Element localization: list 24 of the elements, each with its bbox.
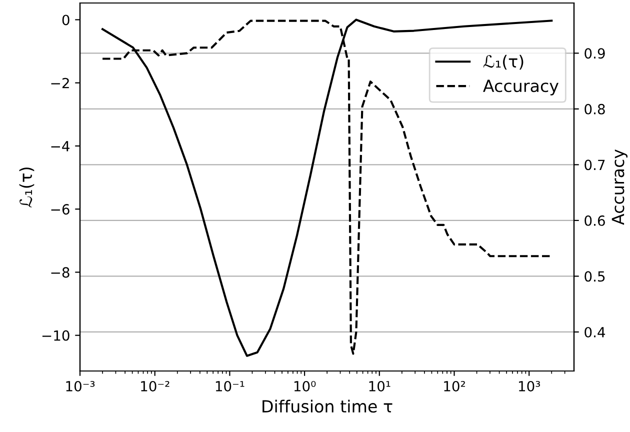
y2-tick-label: 0.9 bbox=[584, 48, 605, 59]
y2-tick-label: 0.8 bbox=[584, 104, 605, 114]
y-tick-label: −4 bbox=[51, 141, 70, 152]
x-tick-label: 10⁰ bbox=[294, 380, 316, 392]
y-tick-label: −2 bbox=[51, 78, 69, 88]
x-tick-label: 10⁻³ bbox=[66, 380, 95, 392]
x-axis-title: Diffusion time τ bbox=[262, 400, 392, 413]
x-tick-label: 10¹ bbox=[369, 380, 390, 392]
y-axis-title: ℒ₁(τ) bbox=[19, 168, 34, 208]
y-tick-label: −8 bbox=[51, 267, 70, 278]
y2-tick-label: 0.5 bbox=[584, 271, 605, 282]
x-tick-label: 10⁻¹ bbox=[216, 380, 244, 392]
y2-axis-title: Accuracy bbox=[612, 149, 628, 225]
y2-tick-label: 0.4 bbox=[584, 326, 606, 338]
x-tick-label: 10³ bbox=[518, 380, 540, 392]
legend-label: ℒ₁(τ) bbox=[483, 54, 524, 70]
x-tick-label: 10⁻² bbox=[141, 380, 170, 392]
legend-label: Accuracy bbox=[483, 80, 558, 96]
y-tick-label: −10 bbox=[42, 330, 70, 341]
y2-tick-label: 0.6 bbox=[584, 215, 605, 226]
y-tick-label: 0 bbox=[62, 14, 70, 26]
x-tick-label: 10² bbox=[444, 380, 465, 392]
y-tick-label: −6 bbox=[51, 204, 70, 215]
y2-tick-label: 0.7 bbox=[584, 160, 605, 170]
